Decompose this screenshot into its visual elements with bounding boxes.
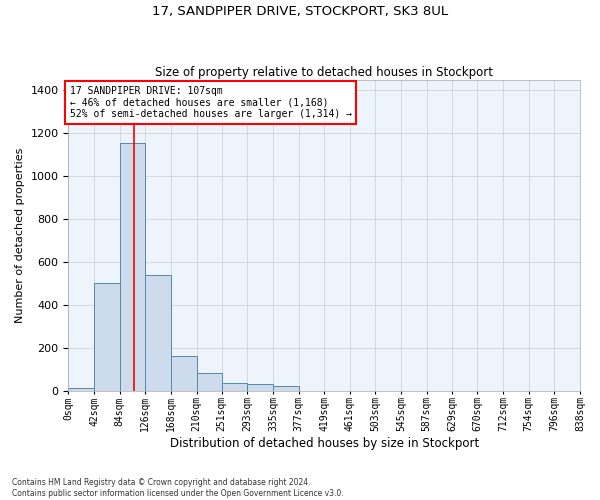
Text: Contains HM Land Registry data © Crown copyright and database right 2024.
Contai: Contains HM Land Registry data © Crown c…: [12, 478, 344, 498]
Bar: [221, 383, 247, 390]
Bar: [171, 356, 197, 390]
Bar: [247, 384, 273, 390]
Y-axis label: Number of detached properties: Number of detached properties: [15, 148, 25, 323]
X-axis label: Distribution of detached houses by size in Stockport: Distribution of detached houses by size …: [170, 437, 479, 450]
Text: 17, SANDPIPER DRIVE, STOCKPORT, SK3 8UL: 17, SANDPIPER DRIVE, STOCKPORT, SK3 8UL: [152, 5, 448, 18]
Title: Size of property relative to detached houses in Stockport: Size of property relative to detached ho…: [155, 66, 493, 78]
Bar: [119, 143, 145, 390]
Bar: [145, 275, 171, 390]
Bar: [94, 284, 119, 391]
Bar: [273, 386, 299, 390]
Bar: [68, 388, 94, 390]
Text: 17 SANDPIPER DRIVE: 107sqm
← 46% of detached houses are smaller (1,168)
52% of s: 17 SANDPIPER DRIVE: 107sqm ← 46% of deta…: [70, 86, 352, 120]
Bar: [197, 373, 221, 390]
